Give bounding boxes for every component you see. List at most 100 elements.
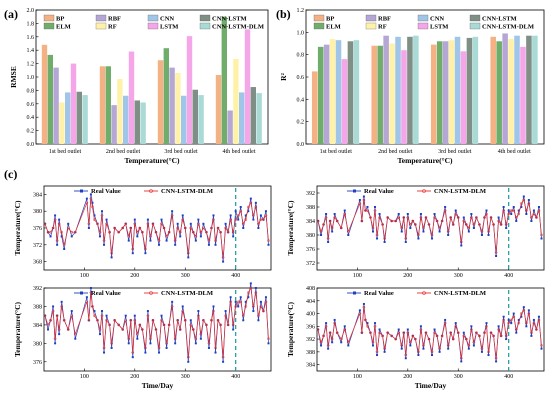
legend-marker (149, 291, 153, 295)
bar (442, 41, 449, 145)
x-tick-label: 400 (504, 374, 513, 380)
data-point (234, 300, 237, 303)
data-point (451, 223, 455, 226)
y-tick-label: 396 (306, 324, 315, 330)
data-point (178, 328, 182, 331)
data-point (108, 323, 111, 327)
data-point (251, 305, 255, 308)
legend-swatch (365, 22, 377, 30)
data-point (62, 318, 66, 322)
data-point (373, 209, 377, 212)
data-point (178, 230, 182, 234)
data-point (43, 222, 47, 226)
data-point (246, 291, 250, 294)
data-point (264, 296, 267, 299)
data-point (219, 230, 222, 234)
series-line (317, 307, 542, 359)
data-point (537, 318, 541, 322)
data-point (191, 230, 195, 234)
data-point (249, 286, 253, 290)
data-point (244, 214, 247, 217)
data-point (408, 223, 412, 226)
data-point (525, 325, 528, 328)
data-point (438, 350, 441, 353)
data-point (57, 222, 61, 226)
y-tick-label: 0.4 (27, 115, 35, 121)
data-point (397, 328, 400, 331)
data-point (141, 328, 144, 331)
chart-c-bed2: 372 376 380 384 388 392 100 200 300 400 Real Value… (286, 185, 545, 279)
data-point (510, 322, 513, 325)
data-point (400, 226, 404, 230)
data-point (73, 332, 77, 336)
x-tick-label: 200 (130, 374, 139, 380)
data-point (214, 351, 217, 354)
bar (175, 72, 181, 144)
bar (317, 46, 324, 144)
legend-label: RF (378, 24, 387, 31)
data-point (267, 239, 270, 242)
legend-label: LSTM (430, 24, 448, 31)
data-point (483, 216, 486, 219)
y-tick-label: 400 (306, 312, 315, 318)
data-point (234, 305, 238, 308)
data-point (504, 334, 508, 338)
legend-label: BP (56, 16, 64, 23)
bar (169, 67, 175, 144)
data-point (236, 214, 240, 217)
data-point (131, 351, 135, 354)
data-point (267, 243, 270, 246)
data-point (60, 235, 63, 238)
legend-label: CNN-LSTM-DLM (482, 24, 534, 31)
data-point (472, 344, 475, 347)
bar (239, 92, 245, 144)
data-point (519, 312, 523, 315)
data-point (212, 218, 215, 221)
data-point (181, 305, 184, 308)
bar (395, 36, 401, 144)
data-point (247, 296, 250, 299)
data-point (138, 323, 142, 327)
data-point (219, 323, 222, 327)
data-point (171, 210, 174, 213)
data-point (319, 230, 323, 233)
y-tick-label: 384 (306, 219, 315, 225)
data-point (394, 337, 398, 341)
data-point (347, 344, 350, 347)
data-point (237, 218, 240, 221)
data-point (540, 233, 543, 237)
data-point (49, 318, 52, 322)
data-point (197, 310, 200, 313)
data-point (422, 226, 425, 230)
data-point (54, 214, 57, 217)
data-point (485, 209, 488, 212)
data-point (438, 226, 441, 230)
data-point (433, 213, 436, 215)
data-point (409, 344, 412, 347)
y-tick-label: 0.0 (27, 142, 35, 148)
y-tick-label: 0.2 (297, 120, 305, 126)
data-point (221, 355, 225, 359)
x-axis-label: Time/Day (415, 381, 447, 390)
data-point (504, 223, 508, 226)
data-point (89, 291, 93, 294)
data-point (174, 243, 177, 246)
bar (244, 29, 251, 144)
data-point (520, 206, 523, 208)
data-point (343, 328, 347, 331)
data-point (381, 223, 384, 226)
data-point (210, 318, 213, 322)
data-point (406, 328, 409, 331)
data-point (485, 322, 488, 325)
data-point (151, 318, 155, 322)
data-point (492, 334, 495, 338)
data-point (222, 260, 225, 263)
data-point (264, 214, 268, 217)
data-point (489, 331, 493, 335)
data-point (60, 300, 63, 303)
data-point (232, 235, 235, 238)
data-point (467, 226, 471, 230)
data-point (103, 243, 106, 246)
data-point (472, 227, 475, 229)
data-point (85, 300, 89, 304)
